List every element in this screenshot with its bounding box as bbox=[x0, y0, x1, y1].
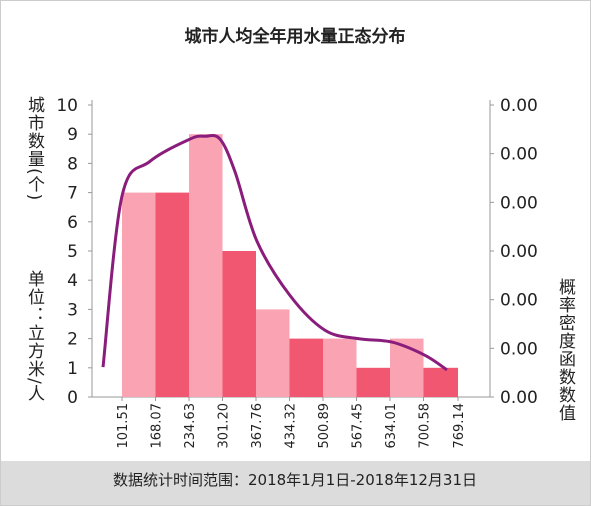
x-tick-label: 634.01 bbox=[384, 403, 399, 449]
y-tick-label: 2 bbox=[67, 330, 78, 350]
y2-tick-label: 0.00 bbox=[500, 145, 538, 165]
y2-tick-label: 0.00 bbox=[500, 339, 538, 359]
footer-band bbox=[1, 461, 590, 505]
footer: 数据统计时间范围：2018年1月1日-2018年12月31日 bbox=[113, 471, 477, 489]
x-tick-label: 434.32 bbox=[284, 403, 299, 449]
bar bbox=[323, 338, 357, 397]
bar bbox=[222, 251, 257, 397]
bar bbox=[356, 367, 391, 397]
x-tick-label: 234.63 bbox=[183, 403, 198, 449]
y-tick-label: 4 bbox=[67, 271, 78, 291]
y-tick-label: 3 bbox=[67, 300, 78, 320]
y-tick-label: 1 bbox=[67, 359, 78, 379]
y2-axis-label: 概率密度函数数值 bbox=[555, 278, 575, 422]
bar bbox=[289, 338, 324, 397]
x-tick-label: 769.14 bbox=[452, 403, 467, 449]
bar bbox=[188, 134, 223, 397]
y2-tick-label: 0.00 bbox=[500, 96, 538, 116]
y2-tick-label: 0.00 bbox=[500, 242, 538, 262]
density-curve bbox=[101, 133, 448, 372]
y-tick-label: 9 bbox=[67, 125, 78, 145]
x-tick-label: 367.76 bbox=[250, 403, 265, 449]
bar bbox=[423, 367, 459, 397]
y-tick-label: 0 bbox=[67, 388, 78, 408]
x-tick-label: 500.89 bbox=[317, 403, 332, 449]
y2-tick-label: 0.00 bbox=[500, 291, 538, 311]
y-tick-label: 8 bbox=[67, 154, 78, 174]
chart-title: 城市人均全年用水量正态分布 bbox=[185, 26, 406, 47]
x-tick-label: 301.20 bbox=[217, 403, 232, 449]
x-tick-label: 168.07 bbox=[149, 403, 164, 449]
y2-tick-label: 0.00 bbox=[500, 193, 538, 213]
y-tick-label: 5 bbox=[67, 242, 78, 262]
y-tick-label: 10 bbox=[56, 96, 78, 116]
x-tick-label: 567.45 bbox=[351, 403, 366, 449]
bar bbox=[155, 192, 189, 397]
bar bbox=[256, 309, 290, 397]
bar bbox=[122, 192, 156, 397]
x-tick-label: 101.51 bbox=[116, 403, 131, 449]
y-tick-label: 6 bbox=[67, 213, 78, 233]
unit-label: 单位：立方米/人 bbox=[24, 270, 44, 403]
y-tick-label: 7 bbox=[67, 184, 78, 204]
x-tick-label: 700.58 bbox=[418, 403, 433, 449]
y2-tick-label: 0.00 bbox=[500, 388, 538, 408]
y-axis-label: 城市数量(个) bbox=[24, 96, 44, 202]
